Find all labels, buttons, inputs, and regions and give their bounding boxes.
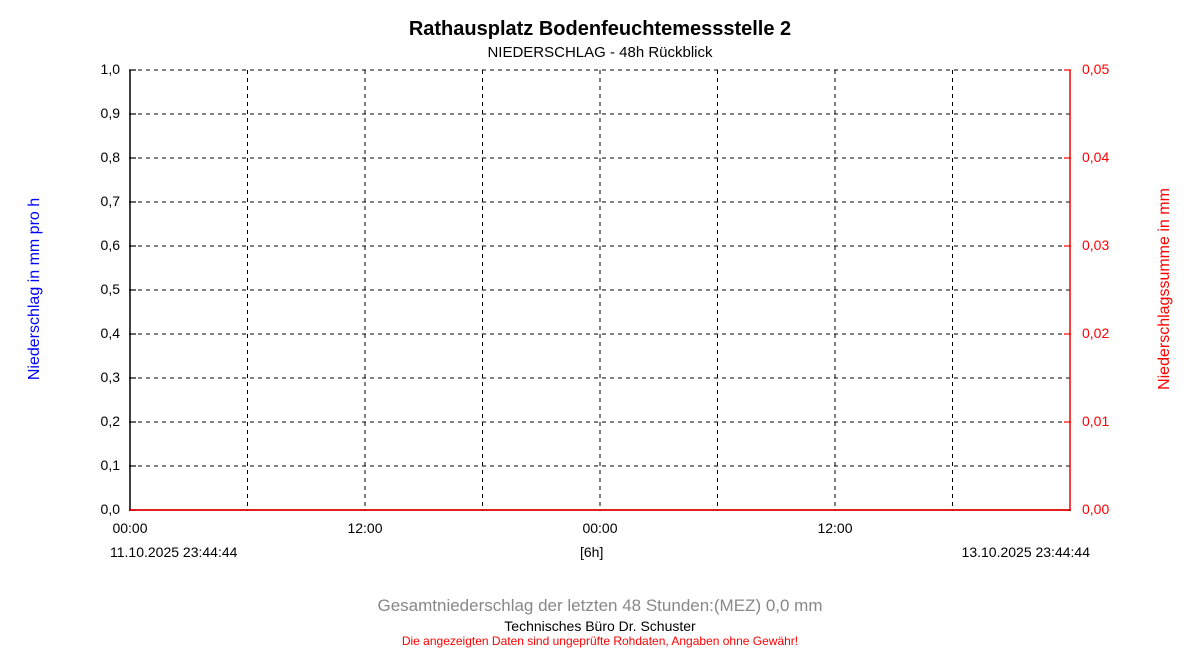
footer-disclaimer: Die angezeigten Daten sind ungeprüfte Ro…: [0, 634, 1200, 648]
tick-label: 0,04: [1082, 149, 1132, 165]
chart-title: Rathausplatz Bodenfeuchtemessstelle 2: [0, 18, 1200, 41]
chart-container: Rathausplatz Bodenfeuchtemessstelle 2 NI…: [0, 0, 1200, 650]
footer-summary: Gesamtniederschlag der letzten 48 Stunde…: [0, 596, 1200, 616]
tick-label: 0,3: [75, 369, 120, 385]
tick-label: 1,0: [75, 61, 120, 77]
y-axis-right-label: Niederschlagssumme in mm: [1156, 139, 1174, 439]
tick-label: 12:00: [325, 520, 405, 536]
tick-label: 0,7: [75, 193, 120, 209]
tick-label: 0,0: [75, 501, 120, 517]
tick-label: 0,5: [75, 281, 120, 297]
tick-label: 0,01: [1082, 413, 1132, 429]
tick-label: 0,8: [75, 149, 120, 165]
x-axis-unit: [6h]: [580, 544, 603, 560]
tick-label: 0,2: [75, 413, 120, 429]
tick-label: 0,03: [1082, 237, 1132, 253]
tick-label: 0,00: [1082, 501, 1132, 517]
timestamp-end: 13.10.2025 23:44:44: [962, 544, 1090, 560]
plot-area: [129, 69, 1071, 511]
timestamp-start: 11.10.2025 23:44:44: [110, 544, 237, 560]
tick-label: 00:00: [560, 520, 640, 536]
tick-label: 00:00: [90, 520, 170, 536]
footer-credit: Technisches Büro Dr. Schuster: [0, 618, 1200, 634]
tick-label: 12:00: [795, 520, 875, 536]
tick-label: 0,05: [1082, 61, 1132, 77]
chart-subtitle: NIEDERSCHLAG - 48h Rückblick: [0, 44, 1200, 61]
tick-label: 0,9: [75, 105, 120, 121]
tick-label: 0,4: [75, 325, 120, 341]
tick-label: 0,6: [75, 237, 120, 253]
tick-label: 0,02: [1082, 325, 1132, 341]
y-axis-left-label: Niederschlag in mm pro h: [26, 139, 44, 439]
tick-label: 0,1: [75, 457, 120, 473]
